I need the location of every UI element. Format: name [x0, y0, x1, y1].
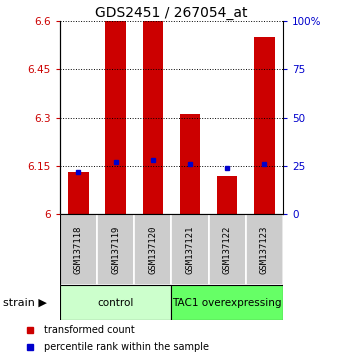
Bar: [60, 285, 172, 320]
Text: GSM137118: GSM137118: [74, 225, 83, 274]
Text: percentile rank within the sample: percentile rank within the sample: [44, 342, 208, 352]
Bar: [68, 172, 89, 214]
Text: GSM137121: GSM137121: [186, 225, 194, 274]
Text: GSM137123: GSM137123: [260, 225, 269, 274]
Text: control: control: [97, 298, 134, 308]
Text: GSM137119: GSM137119: [111, 225, 120, 274]
Bar: [180, 114, 200, 214]
Bar: [60, 214, 97, 285]
Text: TAC1 overexpressing: TAC1 overexpressing: [173, 298, 282, 308]
Bar: [171, 214, 209, 285]
Bar: [171, 285, 283, 320]
Text: GSM137122: GSM137122: [223, 225, 232, 274]
Bar: [217, 176, 237, 214]
Text: GSM137120: GSM137120: [148, 225, 157, 274]
Bar: [209, 214, 246, 285]
Bar: [134, 214, 171, 285]
Bar: [143, 21, 163, 214]
Bar: [246, 214, 283, 285]
Text: strain ▶: strain ▶: [3, 298, 47, 308]
Title: GDS2451 / 267054_at: GDS2451 / 267054_at: [95, 6, 248, 20]
Bar: [254, 37, 275, 214]
Text: transformed count: transformed count: [44, 325, 134, 335]
Bar: [105, 21, 126, 214]
Bar: [97, 214, 134, 285]
